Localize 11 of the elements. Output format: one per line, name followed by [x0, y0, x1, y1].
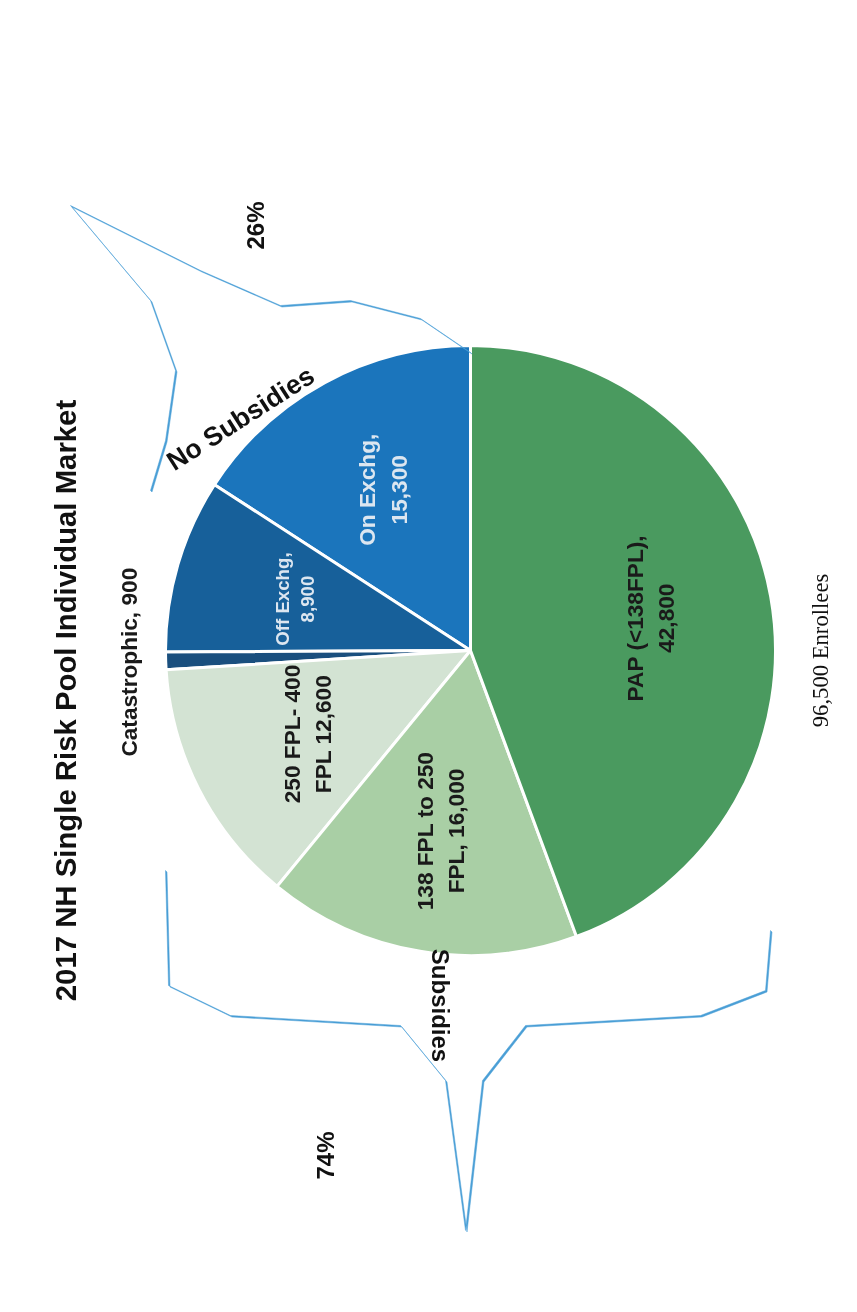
- text: 2017 NH Single Risk Pool Individual Market: [49, 399, 82, 1002]
- text: Subsidies: [427, 948, 454, 1063]
- text: 96,500 Enrollees: [808, 573, 833, 728]
- slice-label: 250 FPL- 400 FPL 12,600: [279, 664, 337, 804]
- slice-label: Off Exchg, 8,900: [271, 552, 318, 646]
- text: 74%: [312, 1131, 339, 1180]
- text: 26%: [242, 201, 269, 250]
- slice-label: On Exchg, 15,300: [354, 433, 412, 546]
- slice-label: Catastrophic, 900: [116, 567, 143, 757]
- slice-label: PAP (<138FPL), 42,800: [622, 535, 680, 702]
- slice-label: 138 FPL to 250 FPL, 16,000: [411, 752, 469, 911]
